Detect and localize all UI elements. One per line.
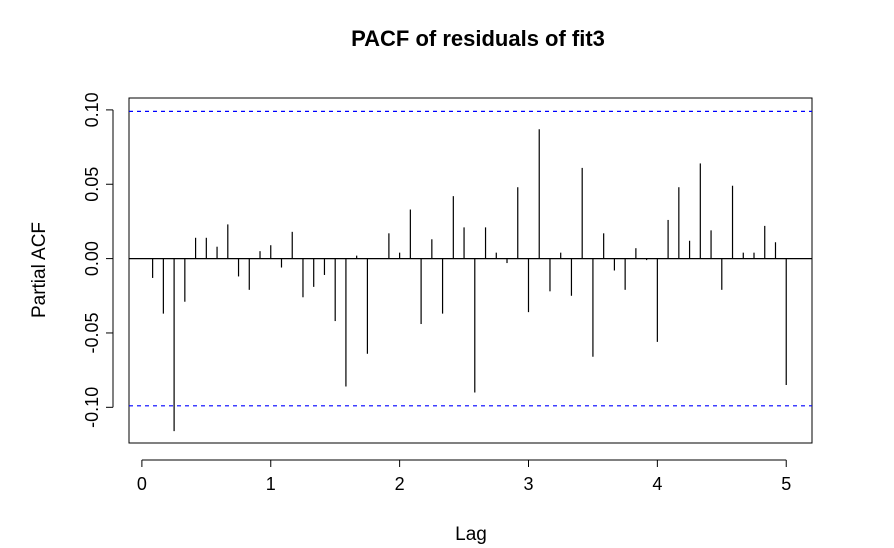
y-tick-label: 0.05 — [82, 167, 102, 202]
x-tick-label: 4 — [652, 474, 662, 494]
x-axis-label: Lag — [455, 524, 487, 545]
y-tick-label: 0.00 — [82, 241, 102, 276]
x-tick-label: 0 — [137, 474, 147, 494]
x-tick-label: 5 — [781, 474, 791, 494]
y-tick-label: 0.10 — [82, 92, 102, 127]
x-tick-label: 2 — [395, 474, 405, 494]
y-tick-label: -0.05 — [82, 312, 102, 353]
plot-area: 0 1 2 3 4 5 -0.10 -0.05 0.00 0.05 0.10 — [82, 92, 812, 494]
chart-title: PACF of residuals of fit3 — [351, 26, 605, 51]
plot-frame — [128, 97, 813, 444]
x-tick-label: 1 — [266, 474, 276, 494]
y-axis-label: Partial ACF — [29, 222, 50, 318]
y-tick-label: -0.10 — [82, 387, 102, 428]
x-tick-label: 3 — [523, 474, 533, 494]
